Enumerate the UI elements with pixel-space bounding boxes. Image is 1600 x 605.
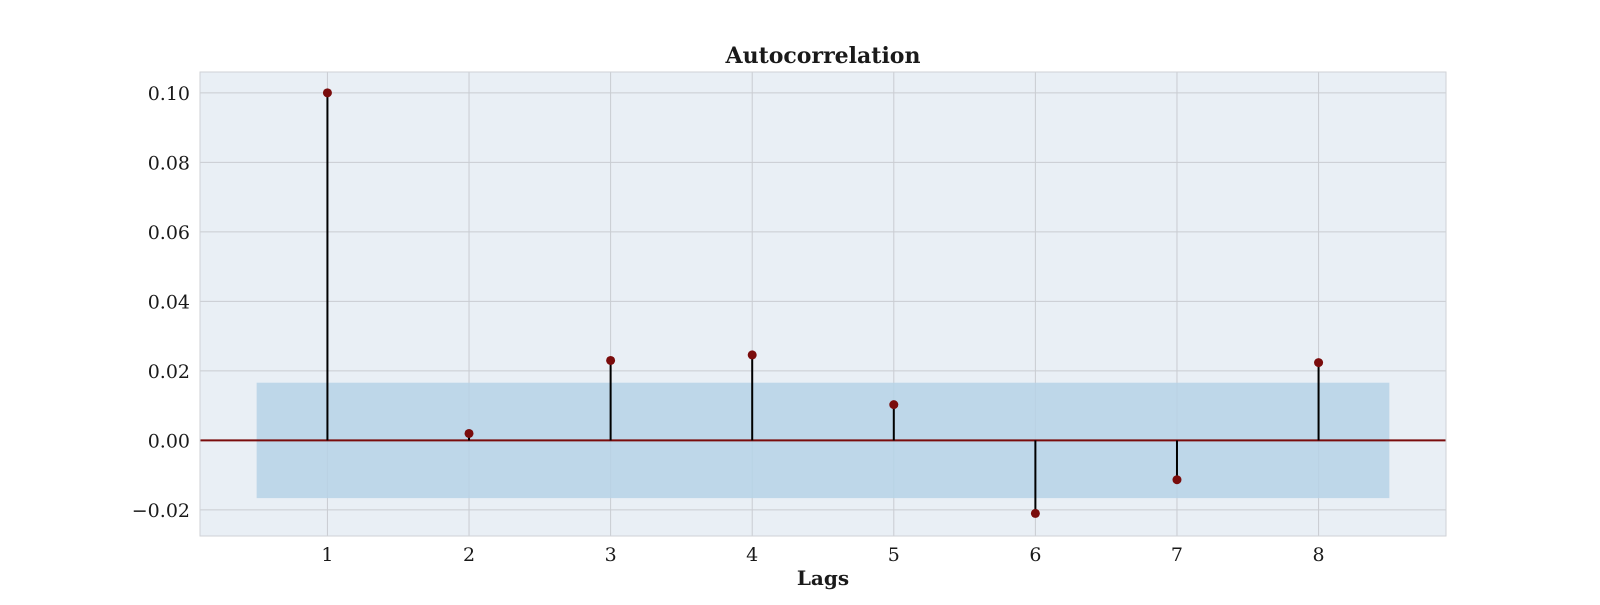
y-tick-label: 0.00 [148,430,190,452]
stem-marker [747,350,757,360]
stems [322,88,1324,518]
stem-marker [606,355,616,365]
x-tick-label: 7 [1171,544,1183,566]
y-tick-label: 0.02 [148,361,190,383]
y-tick-label: 0.10 [148,83,190,105]
y-tick-labels: −0.02 0.00 0.02 0.04 0.06 0.08 0.10 [132,83,190,522]
x-tick-label: 5 [888,544,900,566]
y-tick-label: −0.02 [132,500,190,522]
x-tick-label: 8 [1313,544,1325,566]
stem-marker [322,88,332,98]
x-tick-label: 3 [605,544,617,566]
chart-title: Autocorrelation [725,43,921,69]
stem-marker [464,428,474,438]
y-tick-label: 0.04 [148,291,190,313]
x-tick-label: 4 [746,544,758,566]
axis-frame [199,71,1447,537]
x-tick-label: 1 [321,544,333,566]
x-axis-label: Lags [797,566,849,590]
x-tick-labels: 1 2 3 4 5 6 7 8 [321,544,1324,566]
stem-marker [889,400,899,410]
y-tick-label: 0.08 [148,152,190,174]
stem-marker [1172,475,1182,485]
x-tick-label: 6 [1029,544,1041,566]
x-tick-label: 2 [463,544,475,566]
stem-marker [1030,508,1040,518]
stem-marker [1314,358,1324,368]
y-tick-label: 0.06 [148,222,190,244]
